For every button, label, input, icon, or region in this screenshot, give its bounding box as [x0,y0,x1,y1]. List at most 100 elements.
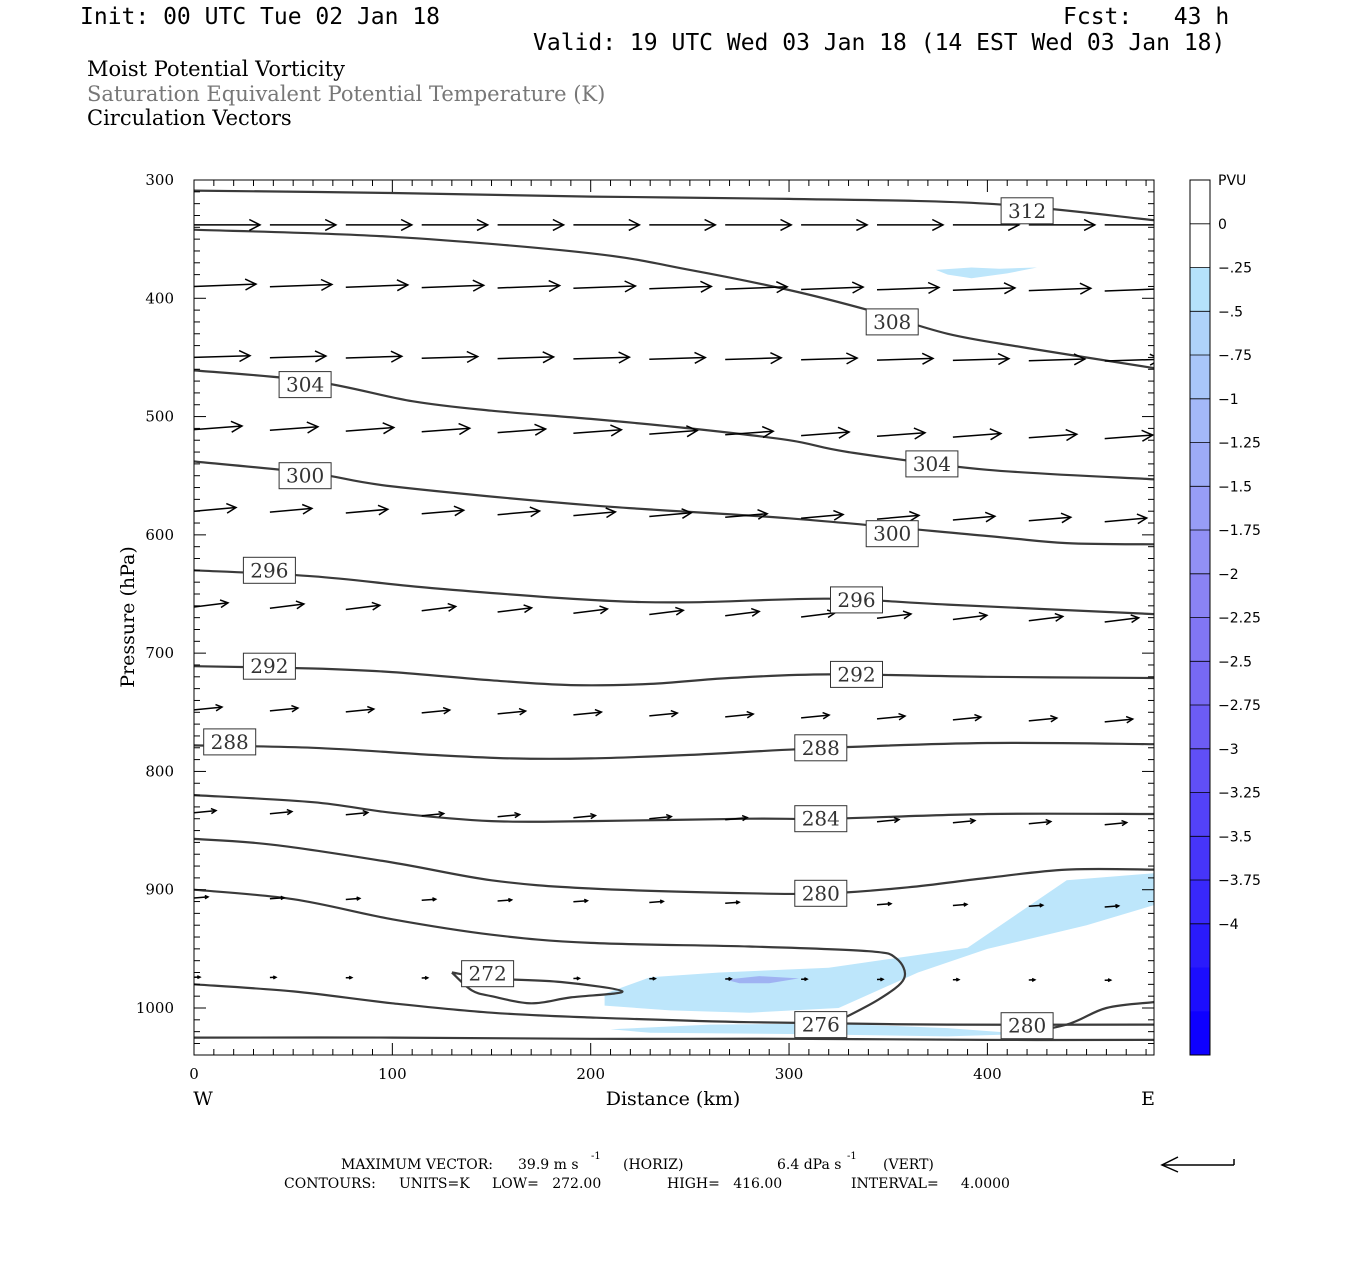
vector-arrow [1105,354,1161,365]
vector-arrow [498,899,512,902]
contour-label: 312 [1008,199,1046,223]
vector-arrow [877,902,891,905]
colorbar-label: −1.5 [1218,479,1252,495]
vector-arrow [270,505,312,515]
vector-arrow [877,714,905,720]
contour-284-7 [194,795,1154,822]
contour-label: 272 [469,962,507,986]
vector-arrow [270,220,336,231]
vector-arrow [422,977,428,980]
vector-arrow [1105,514,1147,524]
vector-arrow [346,976,352,979]
horiz-tag: (HORIZ) [623,1157,683,1173]
vector-arrow [422,898,436,901]
vector-arrow [1029,820,1051,825]
vector-arrow [346,351,402,362]
vector-arrow [953,903,967,906]
vector-arrow [649,900,663,903]
colorbar-swatch [1190,705,1210,749]
colorbar-swatch [1190,1011,1210,1055]
vector-arrow [649,815,671,820]
pv-shading [605,268,1154,1037]
theta-es-contours [194,191,1154,1040]
vector-arrow [1029,614,1063,622]
vector-arrow [1029,716,1057,722]
contour-label: 296 [250,558,288,582]
vector-arrow [953,429,1001,440]
colorbar-swatch [1190,486,1210,530]
colorbar-swatch [1190,749,1210,793]
colorbar-label: −3.5 [1218,829,1252,845]
vector-arrow [194,279,256,290]
colorbar-swatch [1190,618,1210,662]
vector-arrow [877,353,933,364]
contour-label: 308 [873,310,911,334]
vector-arrow [573,606,607,614]
contour-label: 292 [250,654,288,678]
contour-label: 292 [837,662,875,686]
y-tick-label: 600 [145,526,174,544]
vector-arrow [725,220,791,231]
vector-arrow [194,220,260,231]
vector-arrow [194,809,216,814]
vector-arrow [649,607,683,615]
vector-arrow [573,352,629,363]
vector-arrow [1029,979,1035,982]
colorbar-label: −2.75 [1218,698,1261,714]
colorbar-swatch [1190,574,1210,618]
vector-arrow [1029,513,1071,523]
vector-arrow [346,811,368,816]
vector-arrow [573,220,639,231]
vector-arrow [801,353,857,364]
x-tick-label: 400 [973,1065,1002,1083]
colorbar-swatch [1190,924,1210,968]
colorbar-label: −.25 [1218,261,1252,277]
vector-arrow [346,220,412,231]
vector-arrow [877,512,919,522]
vector-arrow [422,424,470,435]
y-tick-label: 900 [145,881,174,899]
vector-arrow [877,220,943,231]
colorbar-swatch [1190,793,1210,837]
vector-arrow [801,220,867,231]
reference-vector-arrow [1156,1154,1240,1178]
contours-low: LOW= 272.00 [492,1176,601,1192]
vector-arrow [573,710,601,716]
colorbar-label: 0 [1218,217,1227,233]
vector-arrow [346,897,360,900]
contour-296-4 [194,570,1154,614]
colorbar-label: −2 [1218,567,1239,583]
vector-arrow [270,810,292,815]
contour-label: 280 [1008,1014,1046,1038]
vector-arrow [422,220,488,231]
vector-arrow [953,283,1015,294]
vector-arrow [270,976,276,979]
vector-arrow [953,819,975,824]
contour-label: 280 [802,881,840,905]
contour-label: 288 [211,730,249,754]
contour-label: 276 [802,1013,840,1037]
vector-arrow [270,351,326,362]
vector-arrow [953,354,1009,365]
vector-arrow [1105,979,1111,982]
vector-arrow [498,281,560,292]
vector-arrow [801,282,863,293]
vector-arrow [1105,284,1167,295]
contour-288-6 [194,743,1154,759]
vector-arrow [346,505,388,515]
vector-arrow [573,814,595,819]
y-tick-label: 1000 [136,999,174,1017]
contour-label: 304 [913,452,951,476]
colorbar-label: −2.25 [1218,611,1261,627]
x-tick-label: 0 [189,1065,199,1083]
colorbar-swatch [1190,836,1210,880]
vector-arrow [498,424,546,435]
colorbar-label: −1.75 [1218,523,1261,539]
colorbar-swatch [1190,530,1210,574]
x-tick-label: 100 [378,1065,407,1083]
vector-arrow [422,280,484,291]
pv-shade-region-1 [605,873,1154,1013]
colorbar-swatch [1190,268,1210,312]
